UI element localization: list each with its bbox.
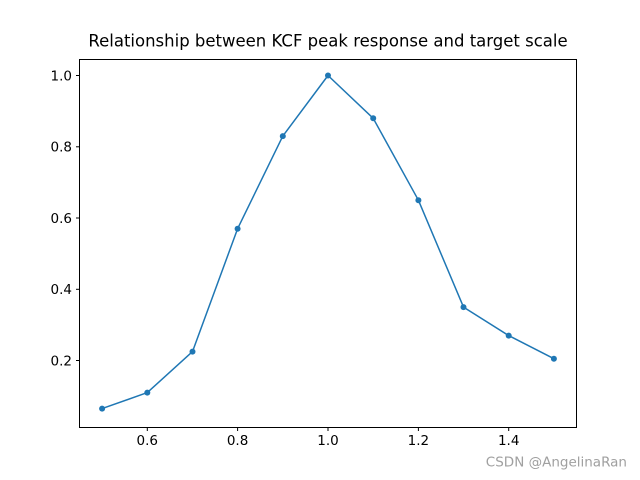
data-point-marker [415, 197, 422, 204]
y-tick-label: 0.2 [51, 353, 72, 369]
data-point-marker [550, 355, 557, 362]
data-point-marker [460, 304, 467, 311]
x-tick-label: 0.8 [227, 433, 248, 449]
line-series [99, 72, 557, 412]
data-point-marker [234, 225, 241, 232]
data-point-marker [144, 389, 151, 396]
x-tick-label: 1.0 [317, 433, 338, 449]
y-tick-label: 0.4 [51, 282, 72, 298]
data-point-marker [505, 332, 512, 339]
data-point-marker [99, 405, 106, 412]
x-tick-label: 0.6 [137, 433, 158, 449]
y-tick-label: 1.0 [51, 68, 72, 84]
y-tick-label: 0.6 [51, 211, 72, 227]
data-line [101, 74, 555, 410]
x-tick-label: 1.4 [498, 433, 519, 449]
data-point-marker [189, 348, 196, 355]
data-point-marker [325, 72, 331, 79]
x-tick-label: 1.2 [408, 433, 429, 449]
data-point-marker [279, 133, 286, 140]
y-tick-label: 0.8 [51, 140, 72, 156]
watermark: CSDN @AngelinaRan [486, 455, 627, 471]
chart-title: Relationship between KCF peak response a… [88, 32, 567, 51]
data-point-marker [370, 115, 377, 122]
axes: 0.6 0.8 1.0 1.2 1.4 0.2 0.4 0.6 0.8 1.0 [51, 59, 577, 449]
axes-frame [79, 59, 577, 428]
